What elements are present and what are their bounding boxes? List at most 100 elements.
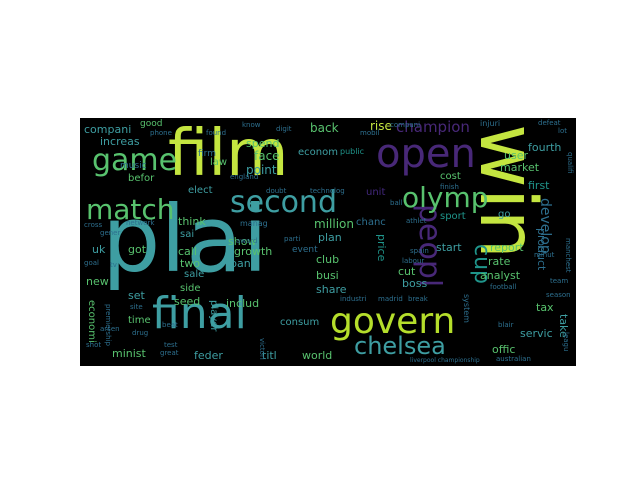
word-million: million — [314, 217, 354, 231]
word-gener: gener — [100, 229, 121, 237]
word-network: network — [126, 219, 155, 227]
word-season: season — [546, 291, 571, 299]
word-befor: befor — [128, 173, 155, 184]
word-share: share — [316, 283, 347, 296]
word-england: england — [230, 173, 259, 181]
word-boss: boss — [402, 277, 428, 290]
word-found: found — [206, 129, 227, 137]
word-film: film — [168, 118, 289, 191]
word-plan: plan — [318, 231, 342, 244]
word-minist: minist — [112, 347, 146, 360]
word-rise: rise — [370, 119, 392, 133]
word-govern: govern — [330, 301, 456, 342]
word-injuri: injuri — [480, 119, 501, 128]
word-event: event — [292, 245, 318, 255]
word-cut: cut — [398, 265, 416, 278]
word-sale: sale — [184, 269, 205, 280]
word-music: music — [120, 161, 147, 171]
word-technolog: technolog — [310, 187, 345, 195]
word-sport: sport — [440, 211, 466, 222]
word-new: new — [86, 275, 109, 288]
word-time: time — [128, 315, 151, 326]
word-spain: spain — [410, 247, 429, 255]
word-cloud: plai win film final govern open game mat… — [80, 118, 576, 366]
word-football: football — [490, 283, 517, 291]
word-madrid: madrid — [378, 295, 403, 303]
word-fourth: fourth — [528, 141, 562, 154]
word-uk: uk — [92, 243, 106, 256]
word-spend: spend — [246, 137, 280, 150]
word-ball: ball — [390, 199, 403, 207]
word-show: show — [228, 235, 257, 248]
word-price: price — [375, 234, 388, 262]
word-good: good — [140, 119, 163, 129]
word-club: club — [316, 253, 340, 266]
word-compani: compani — [84, 123, 132, 136]
word-olymp: olymp — [402, 181, 489, 214]
word-includ: includ — [226, 297, 260, 310]
word-premiership: premiership — [104, 304, 112, 346]
word-offic: offic — [492, 343, 516, 356]
word-award: award — [236, 237, 258, 245]
word-world: world — [302, 349, 333, 362]
word-phone: phone — [150, 129, 172, 137]
word-growth: growth — [234, 245, 273, 258]
word-chanc: chanc — [356, 217, 386, 228]
word-australian: australian — [496, 355, 531, 363]
word-bank: bank — [230, 257, 258, 270]
word-busi: busi — [316, 269, 339, 282]
word-seed: seed — [174, 295, 201, 308]
word-take: take — [557, 314, 570, 338]
word-break: break — [408, 295, 428, 303]
word-champion: champion — [396, 118, 470, 136]
word-start: start — [436, 241, 462, 254]
word-back: back — [310, 121, 339, 135]
word-system: system — [462, 294, 471, 323]
word-law: law — [210, 157, 228, 168]
word-industri: industri — [340, 295, 367, 303]
word-great: great — [160, 349, 179, 357]
word-defeat: defeat — [538, 119, 561, 127]
word-win: win — [462, 124, 552, 259]
word-parti: parti — [284, 235, 301, 243]
word-manchest: manchest — [564, 238, 572, 273]
word-beat: beat — [162, 321, 178, 329]
word-two: two — [180, 257, 201, 270]
word-blair: blair — [498, 321, 514, 329]
word-develop: develop — [537, 198, 553, 254]
word-final: final — [152, 288, 247, 339]
word-peopl: peopl — [412, 204, 447, 288]
word-sai: sai — [180, 229, 195, 240]
word-liverpool-championship: liverpool championship — [410, 357, 480, 364]
word-face: face — [254, 149, 280, 163]
word-plai: plai — [102, 186, 268, 293]
word-report: report — [490, 241, 524, 254]
word-victori: victori — [258, 338, 266, 360]
word-got: got — [128, 243, 147, 256]
word-titl: titl — [262, 349, 277, 362]
word-qualifi: qualifi — [566, 152, 574, 174]
word-match: match — [86, 193, 175, 226]
word-user: user — [504, 149, 528, 162]
word-public: public — [340, 147, 365, 156]
word-chelsea: chelsea — [354, 332, 446, 360]
word-lot: lot — [558, 127, 567, 135]
word-player: player — [208, 300, 219, 332]
word-second: second — [230, 185, 337, 220]
word-analyst: analyst — [480, 269, 521, 282]
word-tv: tv — [110, 261, 117, 269]
word-compani-small: compani — [390, 121, 421, 129]
word-arsen: arsen — [100, 325, 120, 333]
word-tax: tax — [536, 301, 554, 314]
word-site: site — [130, 303, 143, 311]
word-leagu: leagu — [562, 332, 570, 352]
word-game: game — [92, 143, 178, 178]
word-feder: feder — [194, 349, 223, 362]
word-call: call — [178, 245, 197, 258]
word-first: first — [528, 179, 550, 192]
word-rate: rate — [488, 255, 511, 268]
word-team: team — [550, 277, 569, 285]
word-goal: goal — [84, 259, 99, 267]
word-test: test — [164, 341, 178, 349]
word-cost: cost — [440, 171, 461, 182]
